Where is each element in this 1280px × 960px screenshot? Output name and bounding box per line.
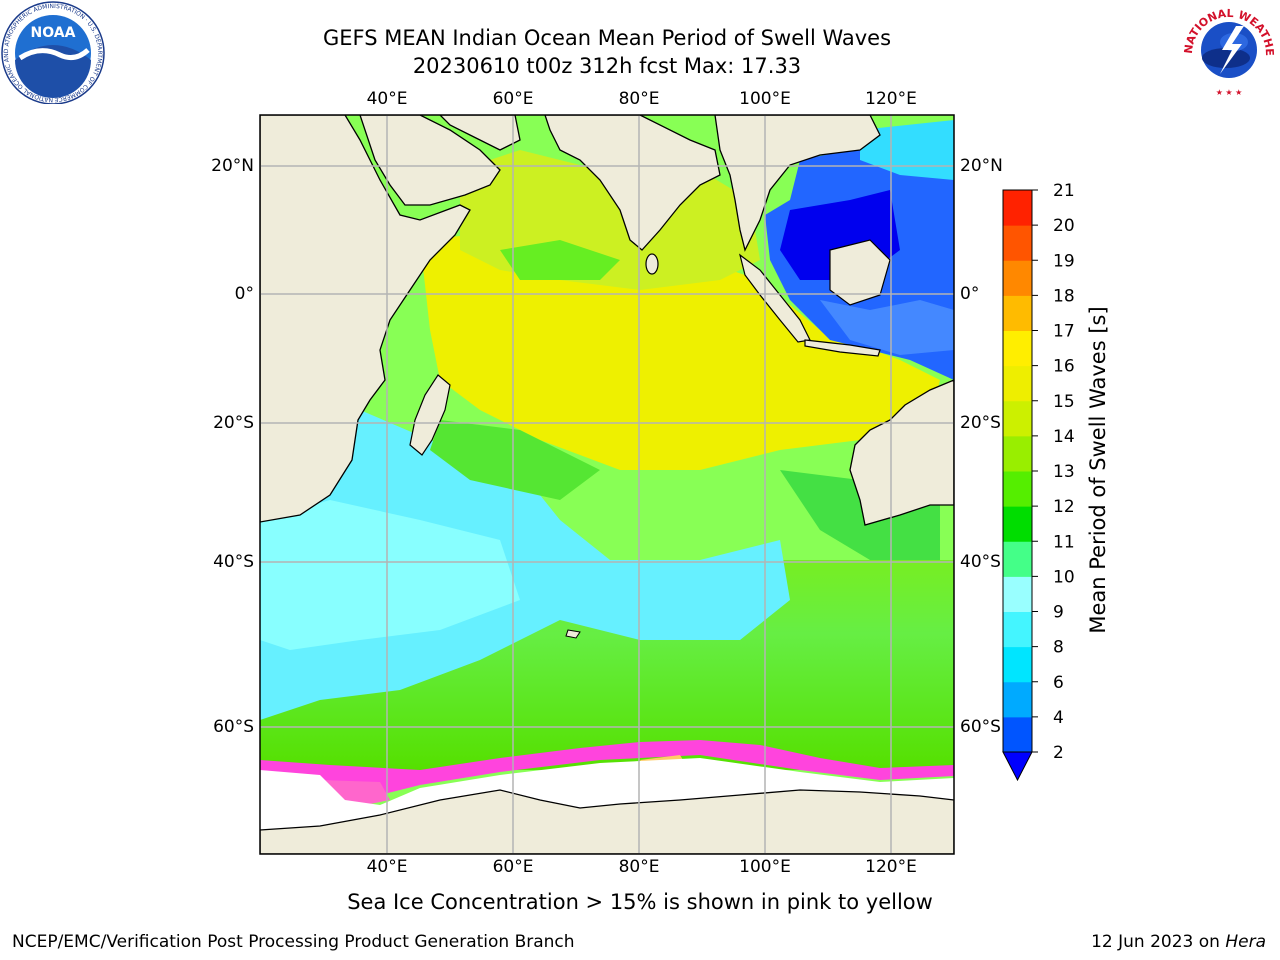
colorbar-title: Mean Period of Swell Waves [s]	[1086, 306, 1110, 634]
colorbar-segment	[1003, 471, 1032, 507]
colorbar-segment	[1003, 646, 1032, 683]
lon-tick-top: 120°E	[865, 89, 917, 109]
lon-tick-bottom: 120°E	[865, 857, 917, 877]
sea-ice-edge	[260, 740, 954, 805]
lon-tick-bottom: 100°E	[739, 857, 791, 877]
noaa-wordmark: NOAA	[31, 25, 76, 41]
colorbar-segment	[1003, 541, 1032, 577]
footer-date: 12 Jun 2023 on Hera	[1091, 932, 1266, 952]
colorbar: 2 4 6 8 9 10 11 12 13 14 15 16 17 18 19 20 21	[1002, 181, 1075, 782]
colorbar-tick-label: 13	[1053, 462, 1075, 482]
colorbar-tick-label: 9	[1053, 603, 1064, 623]
colorbar-segment	[1003, 365, 1032, 402]
graticule	[260, 115, 954, 854]
lat-tick-right: 40°S	[960, 552, 1001, 572]
colorbar-tick-label: 15	[1053, 392, 1075, 412]
colorbar-tick-label: 12	[1053, 497, 1075, 517]
colorbar-tick-label: 19	[1053, 251, 1075, 271]
lon-tick-top: 100°E	[739, 89, 791, 109]
colorbar-tick-label: 2	[1053, 743, 1064, 763]
lat-tick-right: 60°S	[960, 717, 1001, 737]
colorbar-segment	[1003, 225, 1032, 261]
colorbar-tick-label: 10	[1053, 567, 1075, 587]
chart-subtitle: 20230610 t00z 312h fcst Max: 17.33	[412, 54, 802, 78]
lon-tick-bottom: 80°E	[618, 857, 660, 877]
colorbar-tick-label: 4	[1053, 708, 1064, 728]
map-frame	[259, 114, 955, 855]
lat-tick-right: 20°S	[960, 413, 1001, 433]
colorbar-tick-label: 21	[1053, 181, 1075, 201]
colorbar-tick-label: 11	[1053, 532, 1075, 552]
lon-tick-top: 80°E	[618, 89, 660, 109]
low-period-region-west	[260, 400, 790, 720]
footer-credit: NCEP/EMC/Verification Post Processing Pr…	[12, 932, 575, 952]
colorbar-segment	[1003, 611, 1032, 648]
lat-tick-left: 20°S	[213, 413, 254, 433]
lon-tick-bottom: 40°E	[366, 857, 408, 877]
colorbar-extend-arrow	[1002, 751, 1033, 782]
svg-text:★ ★ ★: ★ ★ ★	[1216, 88, 1243, 97]
lat-tick-left: 20°N	[211, 156, 254, 176]
lon-tick-top: 60°E	[492, 89, 534, 109]
colorbar-tick-label: 8	[1053, 638, 1064, 658]
lat-tick-right: 20°N	[960, 156, 1003, 176]
lat-tick-right: 0°	[960, 284, 980, 304]
colorbar-tick-label: 6	[1053, 673, 1064, 693]
high-period-region	[420, 230, 940, 470]
colorbar-tick-label: 14	[1053, 427, 1075, 447]
colorbar-tick-label: 16	[1053, 357, 1075, 377]
colorbar-segment	[1003, 295, 1032, 331]
footer-date-text: 12 Jun 2023 on	[1091, 932, 1226, 952]
footer-host: Hera	[1225, 932, 1266, 952]
colorbar-segment	[1003, 506, 1032, 542]
colorbar-segment	[1003, 330, 1032, 367]
lon-tick-bottom: 60°E	[492, 857, 534, 877]
lat-tick-left: 0°	[234, 284, 254, 304]
chart-title: GEFS MEAN Indian Ocean Mean Period of Sw…	[322, 26, 892, 50]
colorbar-segment	[1003, 260, 1032, 296]
colorbar-segment	[1003, 400, 1032, 437]
colorbar-segment	[1003, 435, 1032, 472]
noaa-logo: NOAA NATIONAL OCEANIC AND ATMOSPHERIC AD…	[1, 1, 105, 104]
nws-logo: NATIONAL WEATHER SERVICE ★ ★ ★	[1178, 0, 1276, 97]
colorbar-segment	[1003, 681, 1032, 718]
madagascar-land	[409, 374, 451, 456]
lat-tick-left: 60°S	[213, 717, 254, 737]
india-land	[544, 115, 721, 251]
colorbar-segment	[1003, 190, 1032, 226]
colorbar-tick-label: 18	[1053, 286, 1075, 306]
sea-ice-caption: Sea Ice Concentration > 15% is shown in …	[347, 890, 933, 914]
lat-tick-left: 40°S	[213, 552, 254, 572]
australia-land	[849, 379, 954, 526]
lon-tick-top: 40°E	[366, 89, 408, 109]
colorbar-segment	[1003, 576, 1032, 612]
colorbar-tick-label: 17	[1053, 322, 1075, 342]
colorbar-tick-label: 20	[1053, 216, 1075, 236]
antarctica-land	[260, 789, 954, 854]
colorbar-segment	[1003, 716, 1032, 753]
